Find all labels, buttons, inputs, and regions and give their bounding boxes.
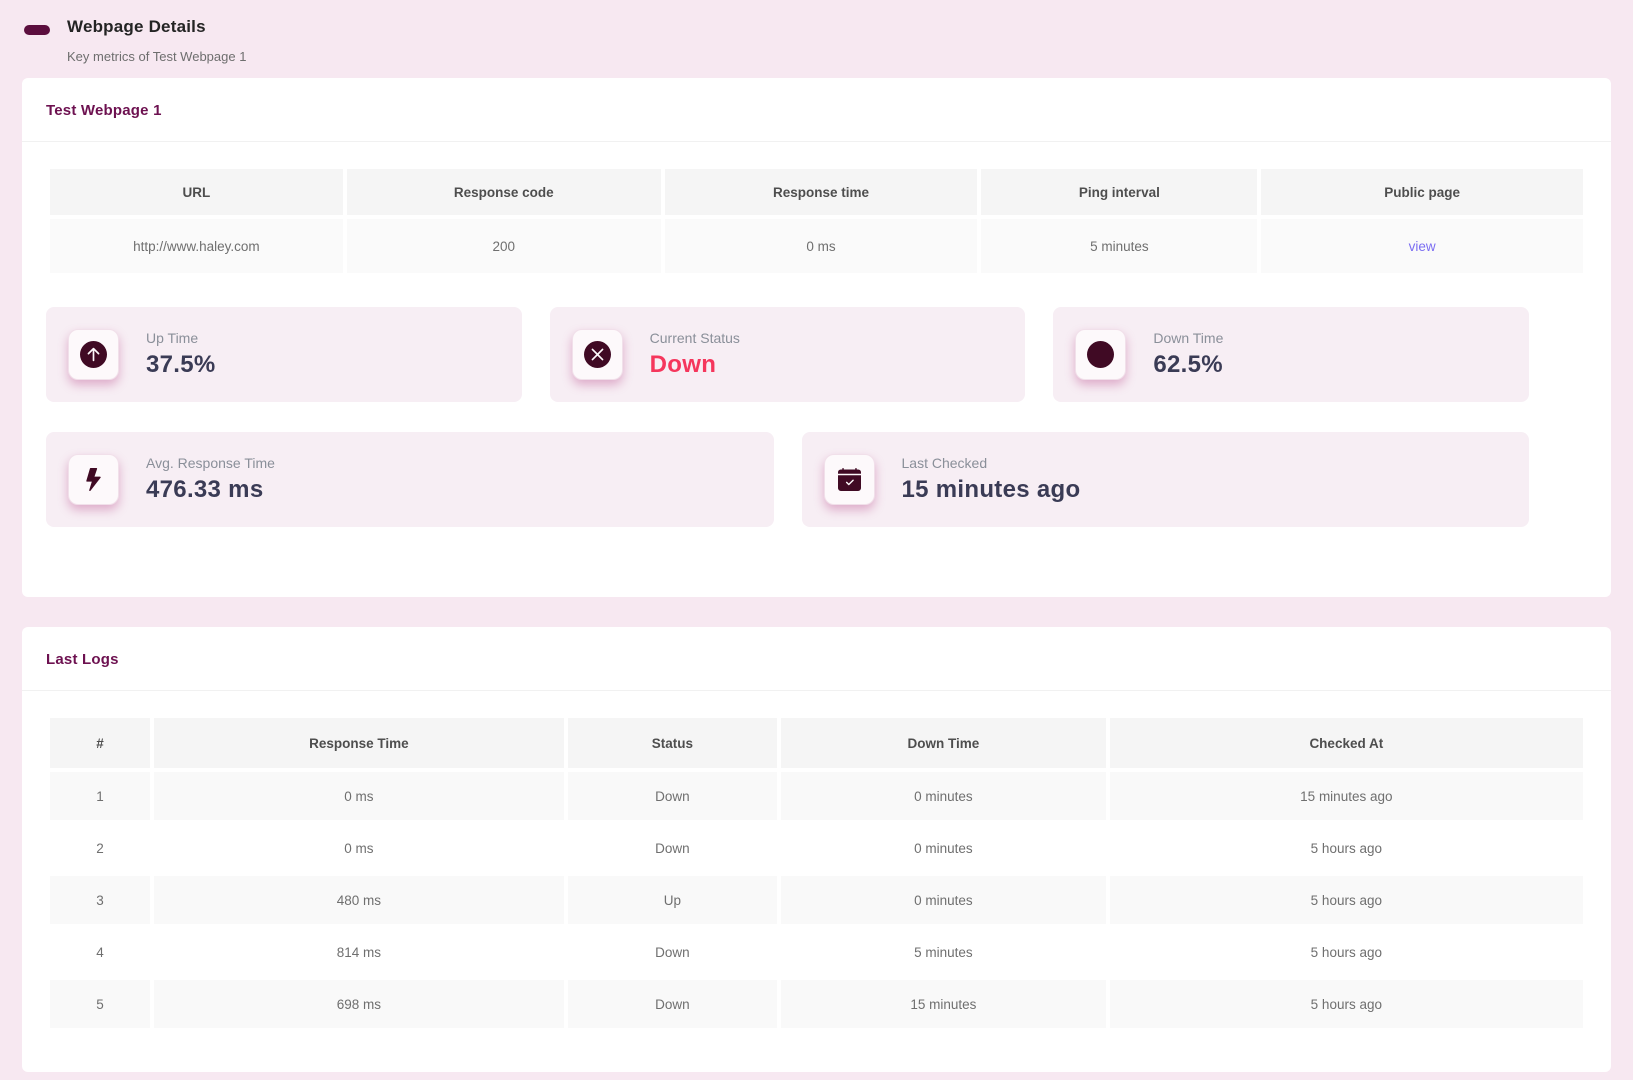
response-code-cell: 200 <box>346 219 661 273</box>
webpage-details-card: Test Webpage 1 URL Response code Respons… <box>22 78 1611 597</box>
public-page-cell: view <box>1261 219 1583 273</box>
metric-label: Current Status <box>649 330 740 346</box>
uptime-value: 37.5% <box>146 351 216 378</box>
column-header-checked-at: Checked At <box>1109 718 1583 768</box>
last-logs-table: # Response Time Status Down Time Checked… <box>46 714 1587 1032</box>
log-cell: 1 <box>50 772 151 820</box>
current-status-value: Down <box>649 351 717 378</box>
column-header-response-time: Response Time <box>154 718 564 768</box>
log-cell: 0 minutes <box>781 772 1106 820</box>
log-cell: 0 minutes <box>781 876 1106 924</box>
log-cell: 5 <box>50 980 151 1028</box>
column-header-status: Status <box>567 718 778 768</box>
log-cell: 0 ms <box>344 840 374 856</box>
log-cell: Up <box>567 876 778 924</box>
metric-text: Last Checked 15 minutes ago <box>902 455 1081 504</box>
logs-card-header: Last Logs <box>22 627 1611 691</box>
metric-label: Down Time <box>1153 330 1224 346</box>
page-header: Webpage Details Key metrics of Test Webp… <box>22 0 1611 78</box>
logs-card-body: # Response Time Status Down Time Checked… <box>22 691 1611 1072</box>
column-header-response-time: Response time <box>664 169 978 215</box>
metric-text: Avg. Response Time 476.33 ms <box>146 455 275 504</box>
log-cell: 480 ms <box>154 876 564 924</box>
metric-text: Up Time 37.5% <box>146 330 216 379</box>
url-cell: http://www.haley.com <box>50 219 343 273</box>
response-time-cell: 0 ms <box>664 219 978 273</box>
column-header-response-code: Response code <box>346 169 661 215</box>
calendar-check-icon <box>823 454 875 505</box>
metric-card-uptime: Up Time 37.5% <box>46 307 522 402</box>
table-header-row: # Response Time Status Down Time Checked… <box>50 718 1583 768</box>
metric-card-avg-response-time: Avg. Response Time 476.33 ms <box>46 432 774 527</box>
table-header-row: URL Response code Response time Ping int… <box>50 169 1583 215</box>
avg-response-time-value: 476.33 ms <box>146 476 264 503</box>
log-cell: 3 <box>50 876 151 924</box>
webpage-info-table: URL Response code Response time Ping int… <box>46 165 1587 277</box>
page-subtitle: Key metrics of Test Webpage 1 <box>67 49 247 64</box>
column-header-down-time: Down Time <box>781 718 1106 768</box>
metric-label: Up Time <box>146 330 199 346</box>
log-cell: Down <box>655 840 690 856</box>
metric-text: Down Time 62.5% <box>1153 330 1223 379</box>
lightning-bolt-icon <box>68 454 119 505</box>
logs-card-title: Last Logs <box>46 651 119 668</box>
table-row: 3 480 ms Up 0 minutes 5 hours ago <box>50 876 1583 924</box>
column-header-public-page: Public page <box>1261 169 1583 215</box>
page-title: Webpage Details <box>67 17 206 36</box>
log-cell: 15 minutes <box>781 980 1106 1028</box>
log-cell: 698 ms <box>154 980 564 1028</box>
brand-pill-icon <box>24 25 50 35</box>
log-cell: 5 hours ago <box>1109 980 1583 1028</box>
log-cell: 0 minutes <box>914 840 973 856</box>
last-checked-value: 15 minutes ago <box>901 476 1081 503</box>
metric-card-downtime: Down Time 62.5% <box>1053 307 1529 402</box>
table-row: 2 0 ms Down 0 minutes 5 hours ago <box>50 824 1583 872</box>
log-cell: Down <box>655 944 690 960</box>
table-row: http://www.haley.com 200 0 ms 5 minutes … <box>50 219 1583 273</box>
log-cell: 4 <box>96 944 104 960</box>
column-header-url: URL <box>50 169 343 215</box>
last-logs-card: Last Logs # Response Time Status Down Ti… <box>22 627 1611 1072</box>
log-cell: 814 ms <box>336 944 382 960</box>
ping-interval-cell: 5 minutes <box>981 219 1258 273</box>
log-cell: Down <box>567 772 778 820</box>
details-card-header: Test Webpage 1 <box>22 78 1611 142</box>
log-cell: 0 ms <box>154 772 564 820</box>
page-header-text: Webpage Details Key metrics of Test Webp… <box>67 17 246 64</box>
metrics-row-bottom: Avg. Response Time 476.33 ms Last Checke… <box>46 432 1529 527</box>
x-circle-icon <box>571 329 623 380</box>
arrow-down-circle-icon <box>1075 329 1127 380</box>
metric-card-current-status: Current Status Down <box>549 307 1026 402</box>
column-header-ping-interval: Ping interval <box>981 169 1258 215</box>
log-cell: Down <box>567 980 778 1028</box>
table-row: 5 698 ms Down 15 minutes 5 hours ago <box>50 980 1583 1028</box>
log-cell: 5 minutes <box>914 944 973 960</box>
details-card-body: URL Response code Response time Ping int… <box>22 142 1611 597</box>
table-row: 4 814 ms Down 5 minutes 5 hours ago <box>50 928 1583 976</box>
metric-label: Avg. Response Time <box>146 455 275 471</box>
log-cell: 5 hours ago <box>1109 876 1583 924</box>
details-card-title: Test Webpage 1 <box>46 102 162 119</box>
arrow-up-circle-icon <box>68 329 119 380</box>
log-cell: 5 hours ago <box>1310 944 1382 960</box>
metrics-row-top: Up Time 37.5% Current Status Down Down <box>46 307 1529 402</box>
metric-card-last-checked: Last Checked 15 minutes ago <box>801 432 1529 527</box>
log-cell: 2 <box>96 840 104 856</box>
log-cell: 5 hours ago <box>1310 840 1382 856</box>
log-cell: 15 minutes ago <box>1109 772 1583 820</box>
metric-text: Current Status Down <box>650 330 740 379</box>
view-public-page-link[interactable]: view <box>1408 238 1436 254</box>
metric-label: Last Checked <box>901 455 988 471</box>
downtime-value: 62.5% <box>1153 351 1223 378</box>
column-header-index: # <box>50 718 151 768</box>
